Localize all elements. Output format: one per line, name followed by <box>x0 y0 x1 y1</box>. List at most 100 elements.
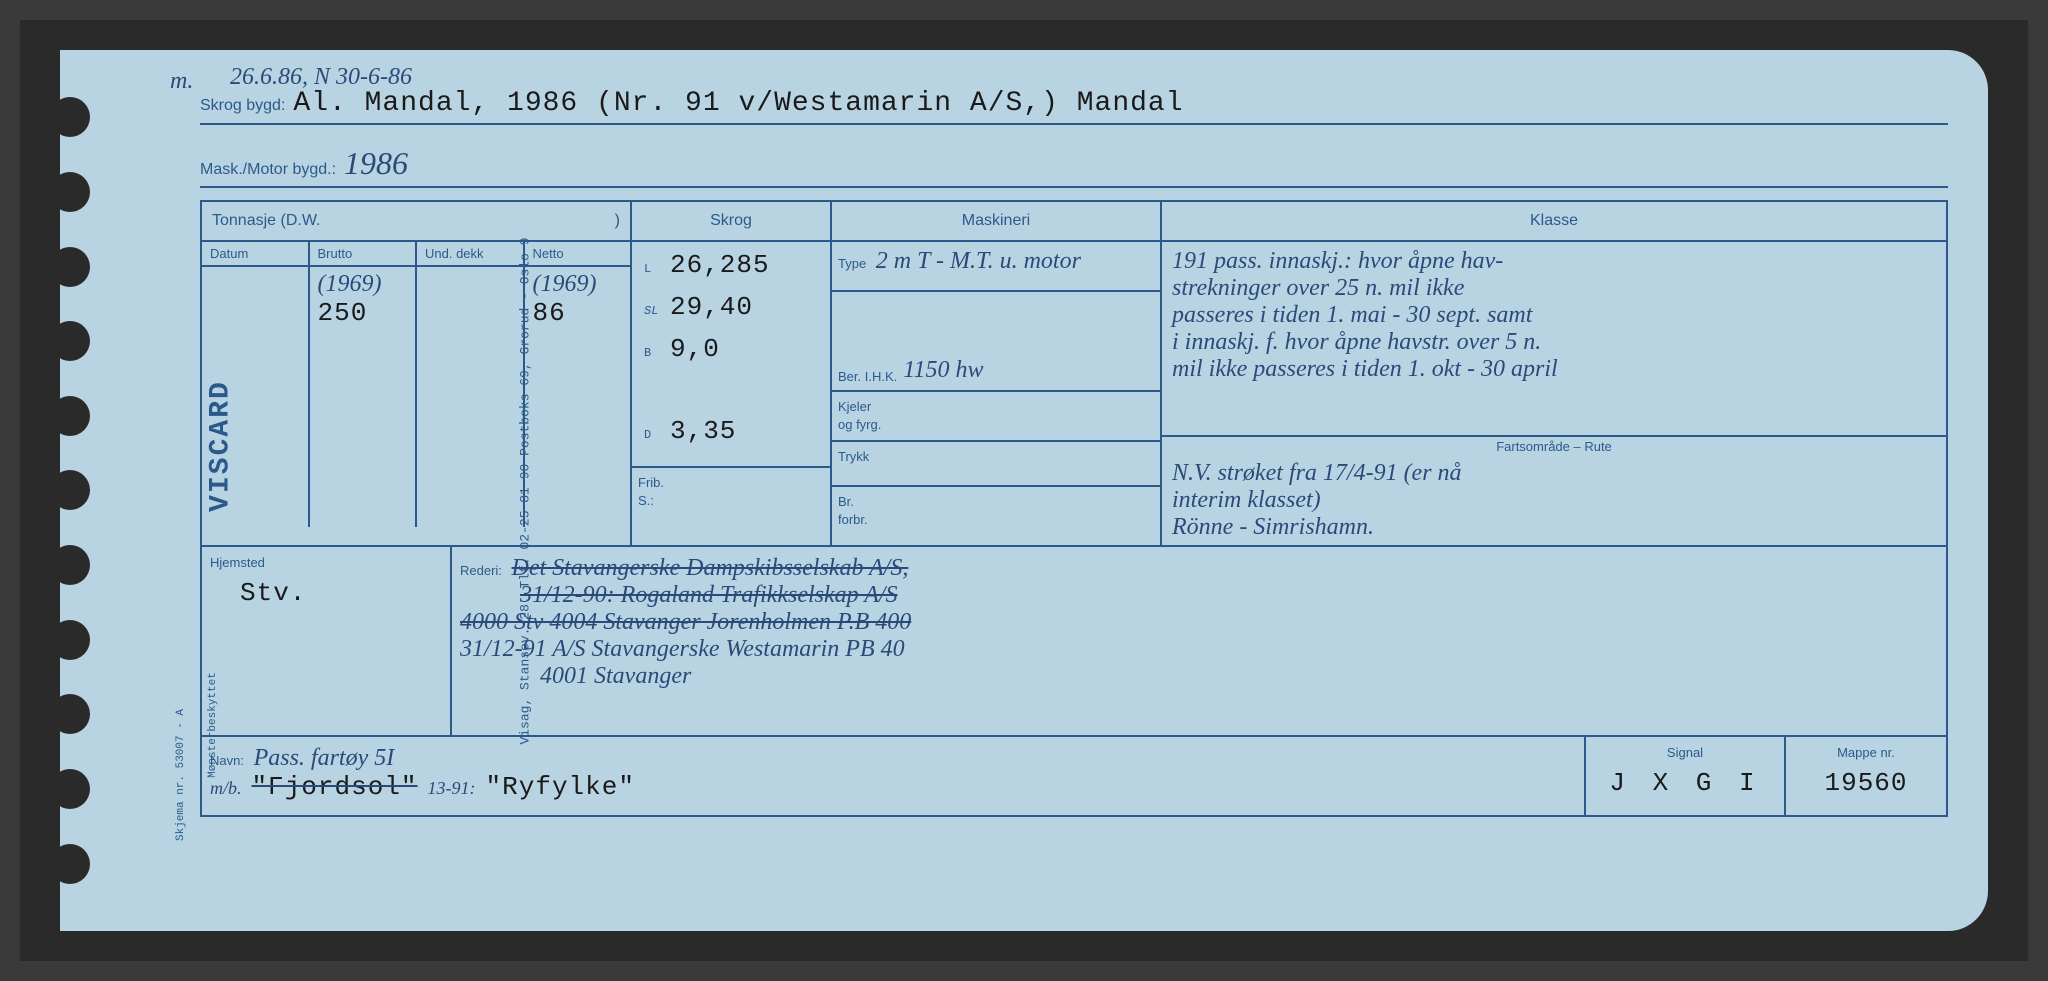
mb-prefix: m/b. <box>210 778 242 799</box>
klasse-line2: strekninger over 25 n. mil ikke <box>1172 275 1936 302</box>
rute-body: N.V. strøket fra 17/4-91 (er nå interim … <box>1162 456 1946 545</box>
brutto-label: Brutto <box>310 242 418 265</box>
rederi-line1: Det Stavangerske Dampskibsselskab A/S, <box>512 555 909 581</box>
mappe-label: Mappe nr. <box>1794 745 1938 760</box>
rederi-cell: Rederi: Det Stavangerske Dampskibsselska… <box>452 547 1946 735</box>
m-note: m. <box>170 68 193 95</box>
name-date-note: 13-91: <box>428 778 476 799</box>
und-dekk-label: Und. dekk <box>417 242 525 265</box>
sl-value: 29,40 <box>670 292 753 322</box>
ber-row: Ber. I.H.K. 1150 hw <box>832 292 1160 392</box>
date-note: 26.6.86, N 30-6-86 <box>230 64 412 91</box>
hole <box>50 321 90 361</box>
old-name: "Fjordsol" <box>252 772 418 802</box>
hole <box>50 769 90 809</box>
hjemsted-cell: Hjemsted Stv. <box>202 547 452 735</box>
type-row: Type 2 m T - M.T. u. motor <box>832 242 1160 292</box>
content-area: m. 26.6.86, N 30-6-86 Skrog bygd: Al. Ma… <box>200 70 1948 911</box>
br-label: Br. forbr. <box>838 494 868 527</box>
kjeler-label: Kjeler og fyrg. <box>838 399 881 432</box>
brutto-cell: (1969) 250 <box>310 267 418 527</box>
hole <box>50 694 90 734</box>
hjemsted-label: Hjemsted <box>210 555 442 570</box>
netto-cell: (1969) 86 <box>525 267 631 527</box>
breadth-value: 9,0 <box>670 334 720 364</box>
skrog-bygd-label: Skrog bygd: <box>200 97 285 115</box>
form-number: Skjema nr. 53007 - A <box>175 709 187 841</box>
index-card: VISCARD Visag, Stansev. 28. Tlf. 02-25 8… <box>60 50 1988 931</box>
type-value: 2 m T - M.T. u. motor <box>876 248 1081 274</box>
datum-cell <box>202 267 310 527</box>
brutto-note: (1969) <box>318 271 408 298</box>
signal-label: Signal <box>1594 745 1776 760</box>
maskineri-header: Maskineri <box>832 202 1160 242</box>
rederi-line2: 31/12-90: Rogaland Trafikkselskap A/S <box>520 582 1938 609</box>
tonnage-header-label: Tonnasje (D.W. <box>212 212 320 229</box>
trykk-row: Trykk <box>832 442 1160 487</box>
depth-value: 3,35 <box>670 416 736 446</box>
rederi-line4: 31/12-91 A/S Stavangerske Westamarin PB … <box>460 636 1938 663</box>
rederi-label: Rederi: <box>460 563 502 578</box>
length-value: 26,285 <box>670 250 770 280</box>
mappe-value: 19560 <box>1794 768 1938 798</box>
datum-label: Datum <box>202 242 310 265</box>
name-section: Navn: Pass. fartøy 5I m/b. "Fjordsol" 13… <box>200 737 1948 817</box>
skrog-bygd-value: Al. Mandal, 1986 (Nr. 91 v/Westamarin A/… <box>293 88 1183 119</box>
ber-value: 1150 hw <box>903 357 983 384</box>
length-row: L 26,285 <box>644 250 818 280</box>
motor-bygd-value: 1986 <box>344 145 408 182</box>
navn-label: Navn: <box>210 753 244 768</box>
rute-line1: N.V. strøket fra 17/4-91 (er nå <box>1172 460 1936 487</box>
card-wrapper: VISCARD Visag, Stansev. 28. Tlf. 02-25 8… <box>20 20 2028 961</box>
klasse-line1: 191 pass. innaskj.: hvor åpne hav- <box>1172 248 1936 275</box>
hole <box>50 97 90 137</box>
hole <box>50 545 90 585</box>
farts-label: Fartsområde – Rute <box>1162 437 1946 456</box>
skrog-column: Skrog L 26,285 SL 29,40 B 9,0 <box>632 202 832 545</box>
navn-cell: Navn: Pass. fartøy 5I m/b. "Fjordsol" 13… <box>202 737 1586 815</box>
rederi-line5: 4001 Stavanger <box>540 663 1938 690</box>
rute-line2: interim klasset) <box>1172 487 1936 514</box>
netto-label: Netto <box>525 242 631 265</box>
skrog-header: Skrog <box>632 202 830 242</box>
motor-bygd-row: Mask./Motor bygd.: 1986 <box>200 125 1948 188</box>
sl-row: SL 29,40 <box>644 292 818 322</box>
motor-bygd-label: Mask./Motor bygd.: <box>200 161 336 179</box>
owner-section: Hjemsted Stv. Rederi: Det Stavangerske D… <box>200 547 1948 737</box>
main-table: Tonnasje (D.W. ) Datum Brutto Und. dekk … <box>200 200 1948 547</box>
tonnage-subheader: Datum Brutto Und. dekk Netto <box>202 242 630 267</box>
signal-cell: Signal J X G I <box>1586 737 1786 815</box>
kjeler-row: Kjeler og fyrg. <box>832 392 1160 442</box>
signal-value: J X G I <box>1594 768 1776 798</box>
depth-row: D 3,35 <box>644 416 818 446</box>
klasse-line5: mil ikke passeres i tiden 1. okt - 30 ap… <box>1172 356 1936 383</box>
klasse-line4: i innaskj. f. hvor åpne havstr. over 5 n… <box>1172 329 1936 356</box>
type-label: Type <box>838 256 866 271</box>
klasse-column: Klasse 191 pass. innaskj.: hvor åpne hav… <box>1162 202 1946 545</box>
hole <box>50 172 90 212</box>
tonnage-column: Tonnasje (D.W. ) Datum Brutto Und. dekk … <box>202 202 632 545</box>
pass-note: Pass. fartøy 5I <box>254 745 395 771</box>
mappe-cell: Mappe nr. 19560 <box>1786 737 1946 815</box>
trykk-label: Trykk <box>838 449 869 464</box>
new-name: "Ryfylke" <box>486 772 635 802</box>
br-row: Br. forbr. <box>832 487 1160 535</box>
hole <box>50 470 90 510</box>
frib-label: Frib. S.: <box>638 475 664 508</box>
maskineri-column: Maskineri Type 2 m T - M.T. u. motor Ber… <box>832 202 1162 545</box>
tonnage-data-row: (1969) 250 (1969) 86 <box>202 267 630 527</box>
tonnage-header: Tonnasje (D.W. ) <box>202 202 630 242</box>
rederi-line3: 4000 Stv 4004 Stavanger Jorenholmen P.B … <box>460 609 1938 636</box>
hjemsted-value: Stv. <box>240 578 442 608</box>
hole <box>50 620 90 660</box>
und-dekk-cell <box>417 267 525 527</box>
klasse-body: 191 pass. innaskj.: hvor åpne hav- strek… <box>1162 242 1946 437</box>
skrog-bygd-row: Skrog bygd: Al. Mandal, 1986 (Nr. 91 v/W… <box>200 70 1948 125</box>
hole <box>50 844 90 884</box>
hole <box>50 396 90 436</box>
ber-label: Ber. I.H.K. <box>838 369 897 384</box>
breadth-row: B 9,0 <box>644 334 818 364</box>
klasse-line3: passeres i tiden 1. mai - 30 sept. samt <box>1172 302 1936 329</box>
klasse-header: Klasse <box>1162 202 1946 242</box>
skrog-body: L 26,285 SL 29,40 B 9,0 D <box>632 242 830 466</box>
